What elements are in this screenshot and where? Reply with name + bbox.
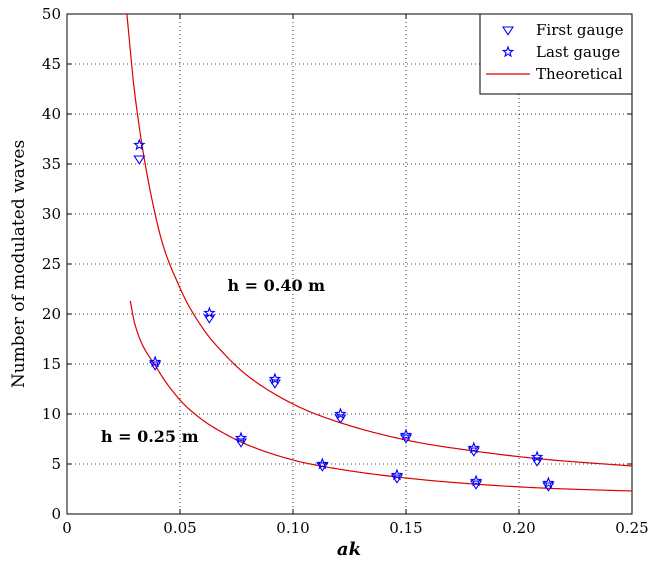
- theoretical-curve: [129, 300, 633, 492]
- data-markers: [133, 138, 555, 492]
- annotation-label: h = 0.25 m: [101, 427, 199, 446]
- theoretical-curves: [126, 13, 633, 492]
- x-tick-label: 0.20: [502, 519, 535, 537]
- marker-first-gauge: [531, 457, 544, 467]
- y-tick-label: 0: [51, 505, 61, 523]
- marker-last-gauge: [203, 306, 216, 319]
- marker-last-gauge: [390, 468, 404, 481]
- x-tick-label: 0.25: [615, 519, 648, 537]
- y-tick-label: 20: [42, 305, 61, 323]
- y-axis-label: Number of modulated waves: [9, 140, 29, 388]
- x-tick-label: 0.05: [163, 519, 196, 537]
- legend-label: Theoretical: [536, 65, 623, 83]
- legend-marker-first-gauge: [501, 26, 515, 36]
- axis-ticks: 0 0.05 0.10 0.15 0.20 0.25 0 5 10 15 20 25 30 35 40 45 5…: [42, 5, 649, 537]
- marker-last-gauge: [334, 407, 347, 420]
- y-tick-label: 25: [42, 255, 61, 273]
- y-tick-label: 5: [51, 455, 61, 473]
- annotations: h = 0.40 m h = 0.25 m: [101, 276, 325, 446]
- marker-last-gauge: [469, 474, 483, 487]
- legend: First gauge Last gauge Theoretical: [479, 13, 633, 95]
- annotation-label: h = 0.40 m: [227, 276, 325, 295]
- y-tick-label: 15: [42, 355, 61, 373]
- y-tick-label: 30: [42, 205, 61, 223]
- x-tick-label: 0.15: [389, 519, 422, 537]
- y-tick-label: 40: [42, 105, 61, 123]
- x-tick-label: 0: [62, 519, 72, 537]
- marker-last-gauge: [467, 441, 481, 454]
- marker-first-gauge: [542, 482, 555, 492]
- marker-last-gauge: [234, 431, 248, 444]
- legend-marker-last-gauge: [501, 45, 515, 58]
- marker-last-gauge: [542, 476, 555, 489]
- marker-last-gauge: [133, 138, 146, 151]
- marker-first-gauge: [235, 438, 248, 448]
- marker-first-gauge: [268, 379, 281, 389]
- y-tick-label: 10: [42, 405, 61, 423]
- marker-last-gauge: [316, 457, 329, 470]
- y-tick-label: 50: [42, 5, 61, 23]
- marker-last-gauge: [268, 372, 282, 385]
- marker-first-gauge: [334, 414, 347, 424]
- y-tick-label: 35: [42, 155, 61, 173]
- x-axis-label: ak: [337, 539, 361, 560]
- legend-label: Last gauge: [536, 43, 620, 61]
- y-tick-label: 45: [42, 55, 61, 73]
- marker-last-gauge: [148, 355, 162, 368]
- x-tick-label: 0.10: [276, 519, 309, 537]
- marker-first-gauge: [203, 314, 216, 324]
- marker-last-gauge: [399, 428, 413, 441]
- marker-first-gauge: [133, 155, 146, 165]
- legend-label: First gauge: [536, 21, 624, 39]
- marker-last-gauge: [530, 450, 544, 463]
- theoretical-curve: [126, 13, 633, 467]
